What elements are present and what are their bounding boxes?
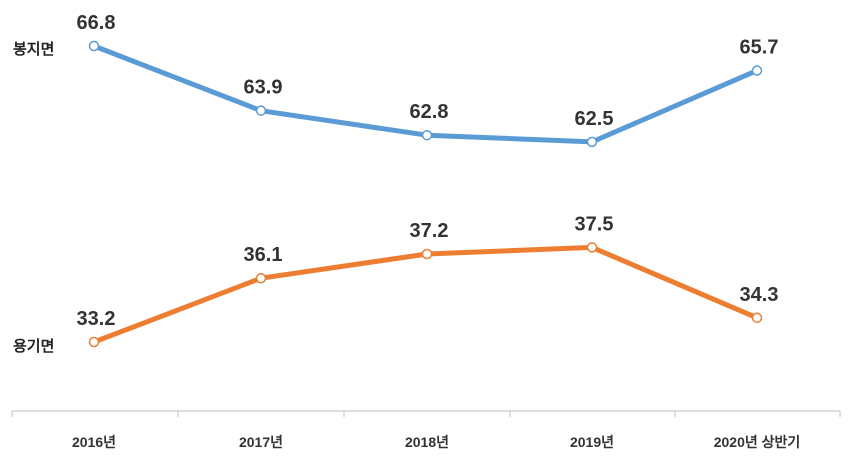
- x-tick-label: 2019년: [570, 434, 614, 450]
- x-tick-label: 2020년 상반기: [714, 434, 801, 450]
- data-label: 33.2: [77, 308, 116, 330]
- series-line: [91, 43, 760, 145]
- data-label: 65.7: [740, 37, 779, 59]
- series-name-label: 봉지면: [13, 41, 54, 58]
- data-point: [586, 242, 598, 253]
- data-point: [751, 312, 763, 324]
- x-tick-label: 2017년: [239, 434, 283, 450]
- data-point: [586, 136, 598, 148]
- data-point: [751, 65, 763, 76]
- data-point: [88, 336, 100, 348]
- series-line: [91, 244, 760, 345]
- data-label: 66.8: [77, 12, 116, 34]
- data-point: [255, 272, 267, 284]
- data-label: 62.8: [410, 101, 449, 123]
- data-point: [255, 105, 267, 116]
- series-name-label: 용기면: [13, 338, 54, 355]
- series-yonggimyeon: [88, 242, 763, 348]
- data-point: [88, 40, 100, 52]
- x-tick-label: 2018년: [405, 434, 449, 450]
- data-label: 34.3: [740, 284, 779, 306]
- label-layer: 66.8 63.9 62.8 62.5 65.7 봉지면 33.2 36.1 37.2 37.5 3…: [13, 12, 778, 355]
- data-label: 62.5: [575, 108, 614, 130]
- data-point: [421, 248, 433, 260]
- data-label: 36.1: [244, 244, 283, 266]
- x-tick-label: 2016년: [72, 434, 116, 450]
- x-axis: 2016년 2017년 2018년 2019년 2020년 상반기: [11, 410, 841, 450]
- series-bongjimyeon: [88, 40, 763, 148]
- data-label: 37.2: [410, 220, 449, 242]
- data-label: 37.5: [575, 213, 614, 235]
- series-layer: [88, 40, 763, 348]
- data-label: 63.9: [244, 77, 283, 99]
- data-point: [421, 129, 433, 141]
